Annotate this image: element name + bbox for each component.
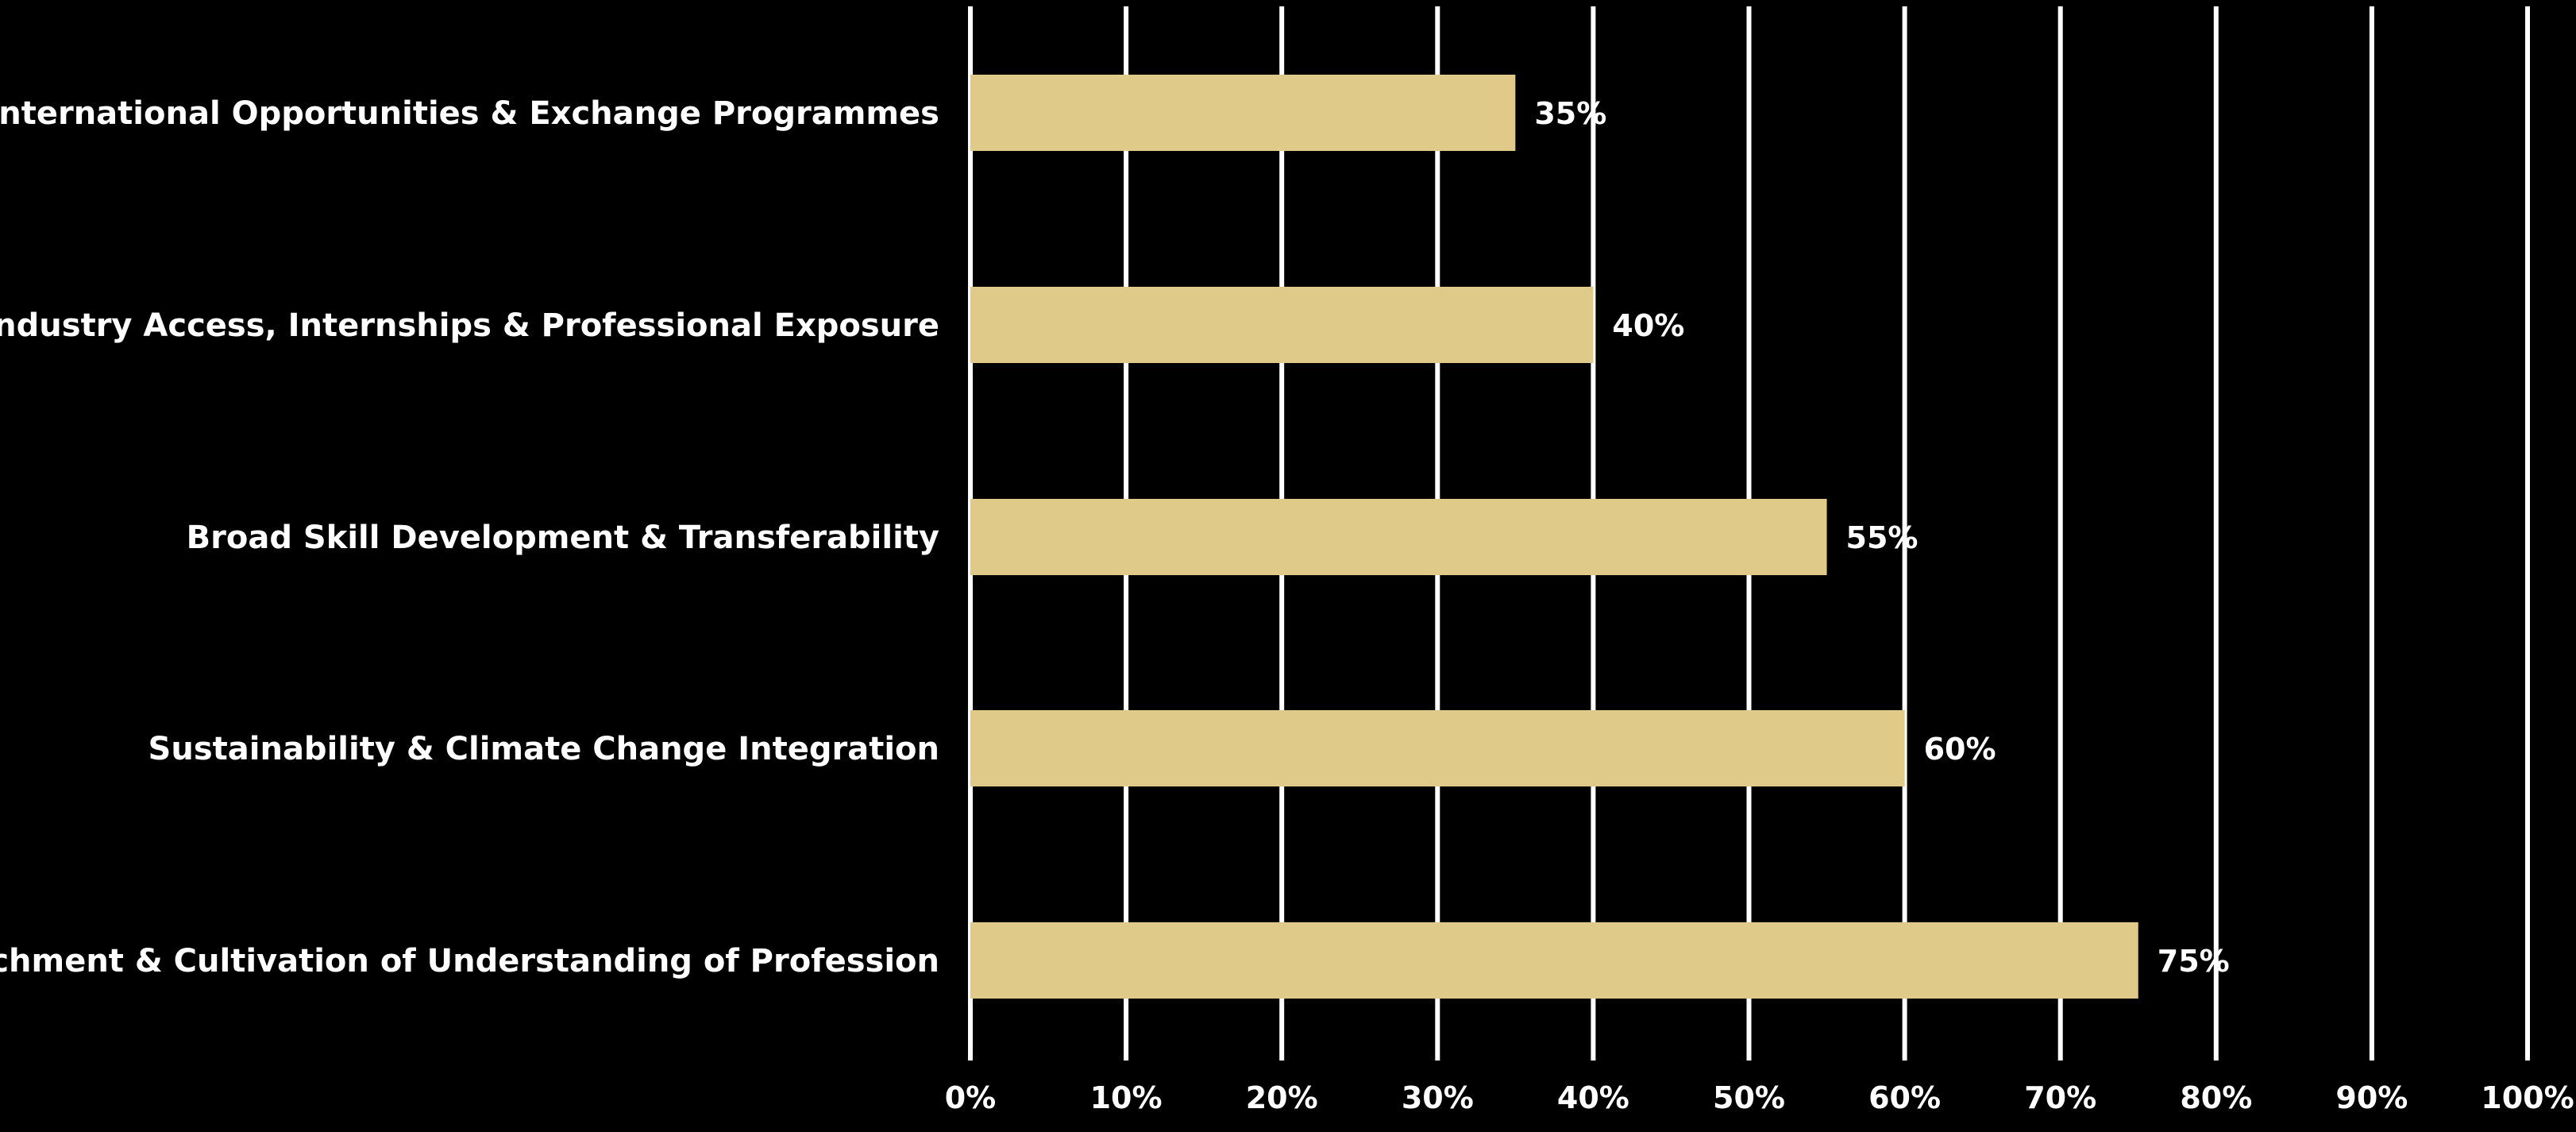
x-tick-label-60: 60% — [1868, 1080, 1941, 1115]
x-tick-label-90: 90% — [2335, 1080, 2408, 1115]
bar-5 — [970, 922, 2138, 999]
x-tick-label-40: 40% — [1557, 1080, 1629, 1115]
category-label-4: Sustainability & Climate Change Integrat… — [148, 731, 939, 767]
category-label-5: Enrichment & Cultivation of Understandin… — [0, 943, 939, 979]
bar-4 — [970, 710, 1905, 786]
value-labels: 35% 40% 55% 60% 75% — [1534, 96, 2229, 979]
value-label-2: 40% — [1612, 308, 1684, 343]
bar-3 — [970, 499, 1827, 575]
x-tick-label-80: 80% — [2180, 1080, 2252, 1115]
category-label-3: Broad Skill Development & Transferabilit… — [187, 520, 939, 556]
x-tick-label-70: 70% — [2024, 1080, 2096, 1115]
x-tick-label-50: 50% — [1713, 1080, 1785, 1115]
bar-1 — [970, 75, 1516, 151]
category-label-1: International Opportunities & Exchange P… — [0, 95, 939, 132]
value-label-5: 75% — [2158, 944, 2230, 979]
category-labels: International Opportunities & Exchange P… — [0, 95, 939, 979]
x-axis-tick-labels: 0% 10% 20% 30% 40% 50% 60% 70% 80% 90% 100% — [945, 1080, 2574, 1115]
x-tick-label-10: 10% — [1090, 1080, 1163, 1115]
x-tick-label-20: 20% — [1246, 1080, 1318, 1115]
bars — [970, 75, 2138, 999]
value-label-4: 60% — [1924, 732, 1996, 767]
x-tick-label-0: 0% — [945, 1080, 997, 1115]
value-label-3: 55% — [1846, 520, 1919, 555]
x-tick-label-100: 100% — [2481, 1080, 2574, 1115]
bar-2 — [970, 287, 1594, 363]
x-tick-label-30: 30% — [1402, 1080, 1474, 1115]
category-label-2: Industry Access, Internships & Professio… — [0, 307, 939, 344]
value-label-1: 35% — [1534, 96, 1606, 131]
